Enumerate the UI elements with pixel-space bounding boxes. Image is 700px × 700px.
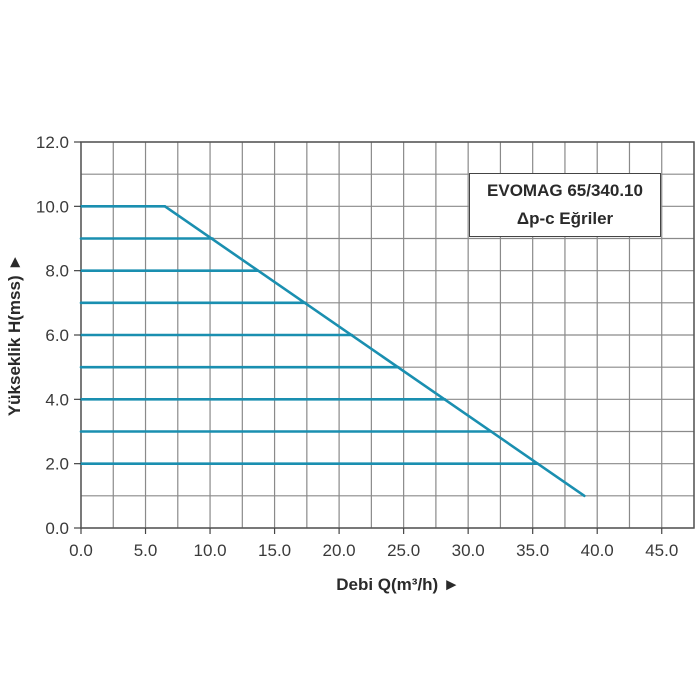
x-tick-label: 45.0	[645, 541, 678, 560]
y-tick-label: 10.0	[36, 197, 69, 216]
y-axis-label: Yükseklik H(mss) ►	[5, 254, 24, 416]
x-tick-label: 15.0	[258, 541, 291, 560]
axis-ticks: 0.0 5.0 10.0 15.0 20.0 25.0 30.0 35.0 40.0 45.0 0.…	[36, 133, 678, 560]
legend-subtitle: Δp-c Eğriler	[516, 209, 614, 228]
y-tick-label: 4.0	[45, 390, 69, 409]
x-tick-label: 20.0	[323, 541, 356, 560]
x-tick-label: 10.0	[194, 541, 227, 560]
y-tick-label: 2.0	[45, 455, 69, 474]
curve-line	[163, 205, 586, 498]
x-tick-label: 0.0	[69, 541, 93, 560]
y-tick-label: 8.0	[45, 262, 69, 281]
x-tick-label: 40.0	[581, 541, 614, 560]
x-tick-label: 30.0	[452, 541, 485, 560]
legend-title: EVOMAG 65/340.10	[487, 181, 643, 200]
y-tick-label: 12.0	[36, 133, 69, 152]
y-tick-label: 6.0	[45, 326, 69, 345]
legend-box: EVOMAG 65/340.10 Δp-c Eğriler	[469, 173, 661, 237]
y-tick-label: 0.0	[45, 519, 69, 538]
x-tick-label: 35.0	[516, 541, 549, 560]
x-axis-label: Debi Q(m³/h) ►	[336, 575, 460, 594]
curve-series	[79, 205, 586, 498]
x-tick-label: 5.0	[134, 541, 158, 560]
x-tick-label: 25.0	[387, 541, 420, 560]
